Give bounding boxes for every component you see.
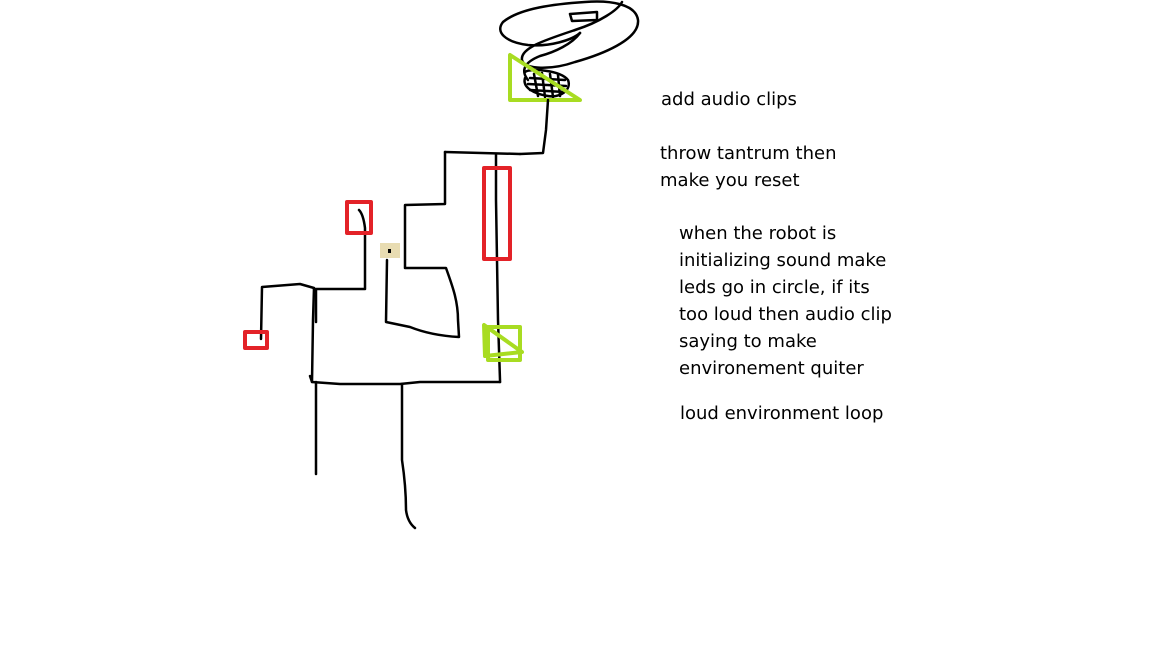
red-markers xyxy=(243,166,512,350)
note-add-audio: add audio clips xyxy=(661,89,797,110)
green-triangle-marker xyxy=(508,53,582,102)
note-loop: loud environment loop xyxy=(680,403,884,424)
note-tantrum: throw tantrum then make you reset xyxy=(660,143,837,191)
red-rect-tall xyxy=(482,166,512,261)
robot-head-scribble xyxy=(499,0,640,99)
note-initializing: when the robot is initializing sound mak… xyxy=(679,223,892,379)
robot-body-wires xyxy=(259,98,550,530)
green-square-marker xyxy=(482,323,524,362)
tan-marker xyxy=(380,243,400,258)
red-rect-left xyxy=(243,330,269,350)
red-rect-small xyxy=(345,200,373,235)
